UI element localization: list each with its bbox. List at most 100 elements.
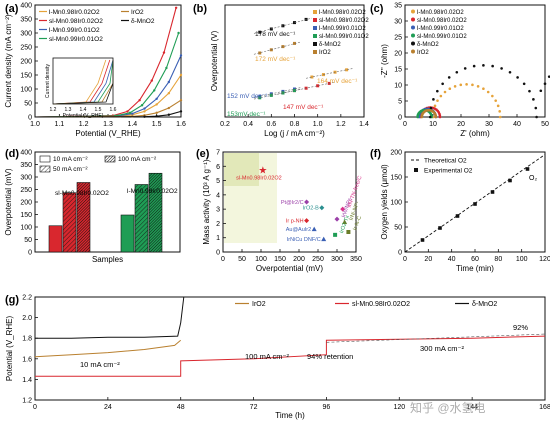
watermark: 知乎 @水氢电	[410, 400, 486, 415]
y-tick-label: 200	[20, 200, 32, 207]
x-axis-label: Overpotential (mV)	[256, 264, 323, 273]
stability-line-1	[35, 335, 546, 377]
x-tick-label: 96	[323, 404, 331, 411]
fit-line-0	[306, 68, 353, 79]
point-label: Ir p-NH	[286, 219, 304, 225]
point-1	[304, 199, 310, 205]
series-point	[143, 110, 146, 113]
nyquist-point-4	[428, 115, 432, 119]
x-tick-label: 168	[539, 404, 550, 411]
x-tick-label: 1.2	[79, 121, 89, 128]
y-tick-label: 5	[216, 178, 220, 185]
y-tick-label: 50	[24, 237, 32, 244]
x-tick-label: 144	[466, 404, 478, 411]
panel-label-f: (f)	[370, 148, 381, 160]
series-point	[126, 110, 129, 113]
series-point	[162, 51, 166, 54]
x-tick-label: 50	[541, 121, 549, 128]
legend-swatch	[411, 25, 415, 30]
legend-swatch	[313, 18, 317, 22]
nyquist-point-4	[508, 70, 512, 74]
y-tick-label: 100	[20, 225, 32, 232]
series-point	[131, 112, 134, 115]
legend-swatch	[411, 9, 415, 14]
x-axis-label: Potential (V_RHE)	[75, 129, 141, 138]
stability-annotation: 100 mA cm⁻²	[245, 352, 289, 361]
series-point-5	[293, 41, 296, 45]
bar-0-0	[48, 225, 63, 253]
legend-label: l-Mn0.99Ir0.01O2	[49, 27, 100, 34]
nyquist-point-4	[447, 76, 451, 79]
y-tick-label: 200	[20, 59, 32, 66]
y-tick-label: 0	[28, 250, 32, 257]
nyquist-point-0	[448, 87, 452, 91]
tafel-annotation: 172 mV dec⁻¹	[255, 56, 296, 63]
y-tick-label: 150	[390, 175, 402, 182]
x-tick-label: 0.6	[266, 121, 276, 128]
legend-label: l-Mn0.99Ir0.01O2	[417, 26, 464, 32]
legend-swatch	[411, 41, 415, 46]
fit-line-1	[277, 81, 336, 95]
y-tick-label: 0	[398, 115, 402, 122]
x-tick-label: 0	[221, 256, 225, 263]
y-axis-label: Current density (mA cm⁻²)	[4, 14, 13, 107]
fit-line-5	[253, 41, 301, 55]
x-tick-label: 1.3	[103, 121, 113, 128]
y-tick-label: 1.6	[22, 356, 32, 363]
legend-label: l-Mn0.99Ir0.01O2	[319, 26, 366, 32]
legend-label: IrO2	[319, 50, 331, 56]
y-tick-label: 0	[28, 115, 32, 122]
point-4	[311, 226, 317, 232]
nyquist-point-0	[486, 90, 490, 94]
legend-label: sl-Mn0.98Ir0.02O2	[417, 18, 467, 24]
x-tick-label: 30	[485, 121, 493, 128]
y-axis-label: Overpotential (V)	[210, 30, 219, 91]
y-tick-label: 350	[20, 17, 32, 24]
x-tick-label: 40	[513, 121, 521, 128]
stability-annotation: 94% retention	[307, 352, 353, 361]
panel-e-frame	[222, 151, 357, 253]
legend-label: sl-Mn0.99Ir0.01O2	[417, 34, 467, 40]
point-3	[304, 218, 310, 224]
point-6	[333, 232, 338, 237]
experimental-point	[525, 167, 530, 171]
x-tick-label: 1.4	[359, 121, 369, 128]
series-point-4	[293, 21, 296, 25]
y-tick-label: 1.4	[22, 377, 32, 384]
nyquist-point-1	[438, 115, 442, 119]
point-label: IrNiCu DNF/C	[287, 237, 321, 243]
retention-guide	[326, 333, 546, 343]
x-tick-label: 48	[177, 404, 185, 411]
legend-swatch	[313, 42, 317, 46]
x-axis-label: Samples	[92, 255, 123, 264]
series-point	[150, 79, 153, 82]
point-2	[319, 205, 325, 211]
series-point-2	[293, 87, 296, 91]
nyquist-point-4	[436, 89, 439, 93]
experimental-point	[455, 214, 460, 218]
nyquist-point-0	[465, 83, 468, 86]
y-tick-label: 3	[216, 207, 220, 214]
legend-swatch	[39, 165, 51, 173]
series-point	[167, 113, 171, 116]
x-tick-label: 0	[403, 121, 407, 128]
marks-layer: ★	[34, 6, 550, 377]
legend-swatch	[39, 155, 51, 163]
x-tick-label: 300	[331, 256, 343, 263]
y-tick-label: 400	[20, 3, 32, 10]
nyquist-point-0	[498, 110, 501, 113]
nyquist-point-4	[535, 115, 538, 119]
nyquist-point-4	[472, 64, 476, 68]
legend-label: δ-MnO2	[472, 301, 497, 308]
nyquist-point-0	[494, 99, 497, 102]
x-tick-label: 100	[255, 256, 267, 263]
nyquist-point-4	[455, 70, 459, 74]
series-point	[165, 66, 168, 70]
inset-x-tick: 1.5	[95, 107, 102, 113]
legend-swatch	[411, 17, 415, 22]
series-point	[138, 99, 141, 102]
legend-label: sl-Mn0.98Ir0.02O2	[49, 18, 103, 25]
inset-line-5	[52, 60, 114, 105]
y-tick-label: 6	[216, 164, 220, 171]
legend-label: 50 mA cm⁻²	[53, 166, 88, 173]
